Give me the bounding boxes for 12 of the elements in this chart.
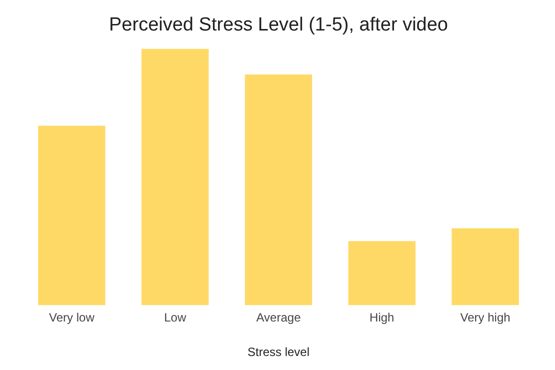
x-tick-label: Very low bbox=[49, 310, 95, 325]
bar bbox=[348, 241, 416, 306]
bar bbox=[452, 228, 519, 306]
bar bbox=[38, 126, 106, 306]
x-tick-label: High bbox=[370, 310, 394, 325]
bar bbox=[141, 48, 209, 306]
x-tick-label: Very high bbox=[460, 310, 510, 325]
x-tick-label: Average bbox=[256, 310, 302, 325]
x-tick-label: Low bbox=[164, 310, 186, 325]
bar bbox=[244, 74, 312, 306]
x-axis-title: Stress level bbox=[247, 345, 310, 360]
chart-title: Perceived Stress Level (1-5), after video bbox=[109, 14, 448, 36]
